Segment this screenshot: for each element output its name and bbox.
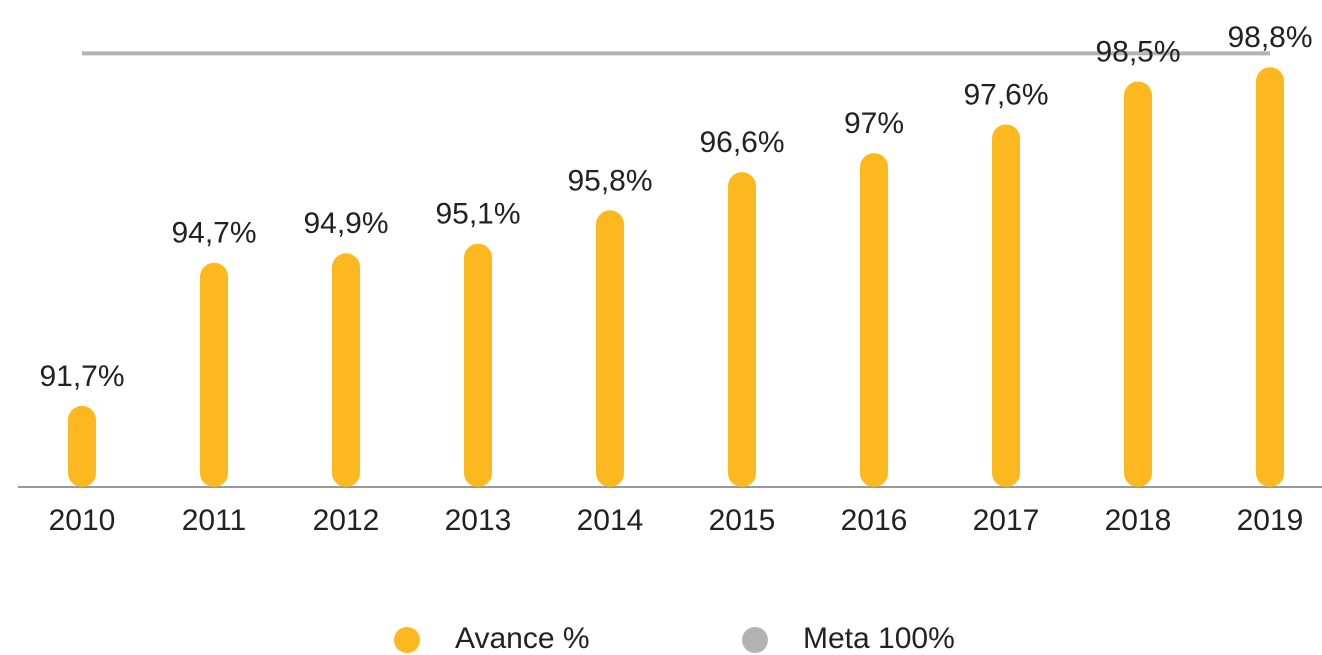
value-label: 94,9% <box>303 207 388 240</box>
bar <box>1256 67 1284 488</box>
value-label: 97% <box>844 107 904 140</box>
legend-marker <box>394 627 420 653</box>
value-label: 96,6% <box>699 126 784 159</box>
value-label: 94,7% <box>171 217 256 250</box>
bar <box>596 210 624 487</box>
x-tick-label: 2018 <box>1105 504 1172 537</box>
x-tick-label: 2016 <box>841 504 908 537</box>
bar <box>68 405 96 487</box>
bar <box>464 243 492 487</box>
value-label: 97,6% <box>963 78 1048 111</box>
value-label: 91,7% <box>39 360 124 393</box>
value-label: 95,1% <box>435 198 520 231</box>
value-label: 98,8% <box>1227 21 1312 54</box>
legend-marker <box>742 627 768 653</box>
legend-label: Meta 100% <box>803 622 955 655</box>
bar <box>992 124 1020 487</box>
bar <box>200 262 228 487</box>
x-tick-label: 2015 <box>709 504 776 537</box>
x-tick-label: 2014 <box>577 504 644 537</box>
value-label: 98,5% <box>1095 35 1180 68</box>
x-tick-label: 2010 <box>49 504 116 537</box>
bar <box>332 253 360 487</box>
bar <box>728 172 756 487</box>
x-tick-label: 2011 <box>182 504 247 537</box>
legend-label: Avance % <box>455 622 590 655</box>
bar <box>860 153 888 487</box>
x-tick-label: 2017 <box>973 504 1040 537</box>
value-label: 95,8% <box>567 164 652 197</box>
x-tick-label: 2019 <box>1237 504 1304 537</box>
x-tick-label: 2013 <box>445 504 512 537</box>
x-tick-label: 2012 <box>313 504 380 537</box>
bar <box>1124 81 1152 488</box>
